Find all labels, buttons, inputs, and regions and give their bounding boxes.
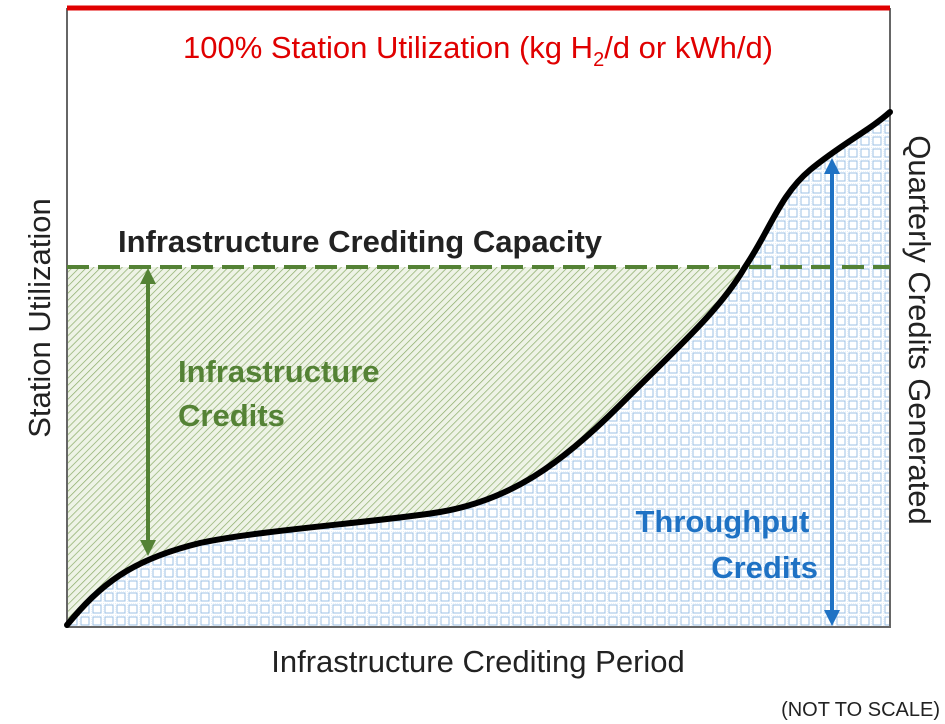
throughput-credits-label: Throughput Credits xyxy=(635,504,818,585)
title-main: 100% Station Utilization (kg H xyxy=(183,30,593,65)
infrastructure-credits-line: Credits xyxy=(178,398,285,433)
x-axis-label: Infrastructure Crediting Period xyxy=(271,644,685,679)
throughput-area xyxy=(67,112,890,627)
throughput-credits-line: Credits xyxy=(711,550,818,585)
infrastructure-credits-label: Infrastructure Credits xyxy=(178,354,388,433)
throughput-credits-line: Throughput xyxy=(635,504,809,539)
note: (NOT TO SCALE) xyxy=(781,699,940,721)
infrastructure-credits-line: Infrastructure xyxy=(178,354,380,389)
capacity-label: Infrastructure Crediting Capacity xyxy=(118,224,603,259)
title: 100% Station Utilization (kg H2/d or kWh… xyxy=(183,30,773,71)
y2-axis-label: Quarterly Credits Generated xyxy=(902,135,937,524)
plot-frame xyxy=(66,8,891,628)
utilization-curve xyxy=(64,109,893,628)
title-subscript: 2 xyxy=(593,49,604,71)
title-rest: /d or kWh/d) xyxy=(604,30,773,65)
y-axis-label: Station Utilization xyxy=(22,198,57,438)
